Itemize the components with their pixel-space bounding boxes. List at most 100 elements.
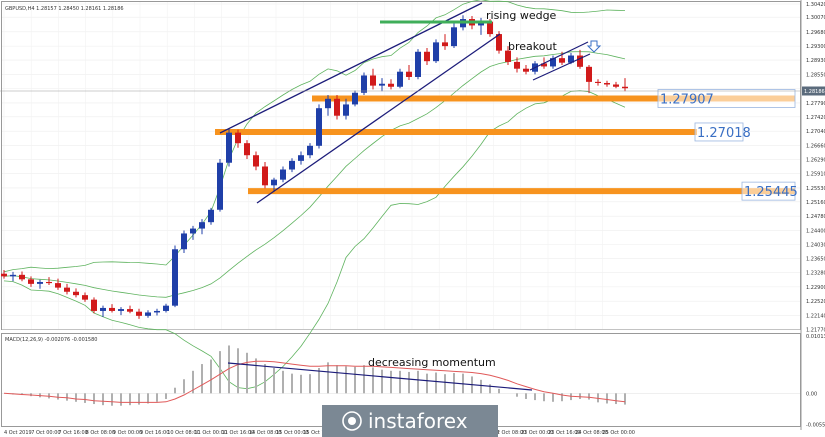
candle (433, 39, 439, 64)
candle (199, 219, 205, 235)
candle-body (208, 209, 214, 223)
candle (514, 57, 520, 73)
x-tick-label: 11 Oct 00:00 (194, 430, 227, 436)
candle-body (613, 84, 619, 87)
candle-body (28, 279, 34, 284)
candle-body (334, 98, 340, 116)
candle-body (361, 75, 367, 93)
support-level-box (694, 122, 744, 142)
y-tick-label: 1.23280 (806, 271, 825, 277)
candle (118, 307, 124, 316)
candle (370, 68, 376, 90)
candle (163, 303, 169, 313)
candle-body (226, 132, 232, 163)
momentum-label: decreasing momentum (368, 356, 496, 369)
macd-indicator (2, 345, 800, 406)
y-tick-label: 1.24030 (806, 242, 825, 248)
candle (442, 34, 448, 50)
instaforex-logo-dot (348, 417, 356, 425)
x-tick-label: 11 Oct 16:00 (222, 430, 255, 436)
candle-body (100, 307, 106, 311)
y-tick-label: 1.22140 (806, 313, 825, 319)
candle-body (316, 108, 322, 146)
candle-body (181, 233, 187, 250)
candle-body (190, 228, 196, 234)
bollinger-lower (3, 90, 626, 390)
candle (352, 90, 358, 107)
x-tick-label: 23 Oct 16:00 (548, 430, 581, 436)
candle-body (145, 312, 151, 316)
candle-body (253, 155, 259, 167)
candle-body (595, 81, 601, 83)
candle-body (559, 58, 565, 63)
candle-body (505, 50, 511, 62)
y-tick-label: 1.26660 (806, 143, 825, 149)
candle-body (280, 169, 286, 180)
candle (226, 128, 232, 167)
candle (262, 161, 268, 189)
candle-body (496, 34, 502, 51)
support-levels: 1.27907 1.27018 1.25445 (215, 89, 798, 201)
candle (577, 49, 583, 69)
y-tick-label: 1.28550 (806, 72, 825, 78)
x-tick-label: 15 Oct 16:00 (303, 430, 336, 436)
rising-wedge-label: rising wedge (486, 9, 557, 22)
candle-body (172, 249, 178, 306)
candle-body (352, 92, 358, 105)
candle (64, 283, 70, 295)
momentum-trendline (227, 362, 533, 391)
x-tick-label: 8 Oct 08:00 (86, 430, 115, 436)
candle (145, 310, 151, 318)
candle-body (523, 68, 529, 72)
x-tick-label: 10 Oct 08:00 (167, 430, 200, 436)
candle (307, 143, 313, 159)
support-level-label: 1.27907 (660, 93, 714, 108)
candle (289, 158, 295, 173)
candle (100, 305, 106, 317)
candle (298, 151, 304, 165)
candle-body (307, 145, 313, 156)
candle-body (442, 42, 448, 47)
y-tick-label: 1.28930 (806, 58, 825, 64)
candle (136, 308, 142, 319)
candle-body (64, 287, 70, 292)
y-tick-label: 1.29680 (806, 30, 825, 36)
candle-body (550, 58, 556, 67)
candle (595, 79, 601, 86)
candle-body (514, 61, 520, 69)
candle-body (91, 299, 97, 311)
x-tick-label: 25 Oct 00:00 (602, 430, 635, 436)
y-tick-label: 1.21770 (806, 327, 825, 333)
chart-header-info: GBPUSD,H4 1.28157 1.28450 1.28161 1.2818… (5, 6, 124, 12)
candle (19, 271, 25, 282)
x-tick-label: 24 Oct 08:00 (575, 430, 608, 436)
candle-body (622, 86, 628, 89)
candle-body (424, 51, 430, 62)
time-axis: 4 Oct 2019 7 Oct 00:007 Oct 16:008 Oct 08… (4, 430, 635, 436)
x-tick-label: 22 Oct 08:00 (494, 430, 527, 436)
support-level-box (741, 181, 796, 201)
candle (190, 225, 196, 240)
support-level-label: 1.27018 (697, 126, 751, 141)
candle-body (604, 82, 610, 85)
candle (379, 78, 385, 92)
candle (343, 98, 349, 120)
candle-body (118, 309, 124, 311)
y-tick-label: 1.30070 (806, 15, 825, 21)
candle-body (406, 71, 412, 77)
candle (613, 81, 619, 89)
watermark: instaforex (322, 405, 498, 437)
candle-body (244, 143, 250, 156)
candle (604, 80, 610, 87)
candle-body (235, 132, 241, 144)
wedge-drawings (219, 2, 602, 204)
candles (1, 15, 628, 319)
candle-body (298, 155, 304, 161)
candle-body (10, 274, 16, 277)
candle-body (73, 291, 79, 296)
y-tick-label: 1.24780 (806, 214, 825, 220)
y-tick-label: 1.27420 (806, 115, 825, 121)
x-tick-label: 9 Oct 16:00 (140, 430, 169, 436)
candle-body (199, 222, 205, 229)
